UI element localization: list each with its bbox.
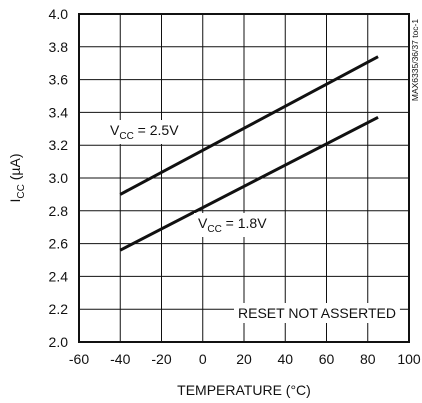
y-tick-label: 2.4 (49, 268, 69, 284)
y-tick-label: 2.0 (49, 334, 69, 350)
x-tick-label: 80 (360, 351, 376, 367)
series-line-2.5v (119, 55, 379, 196)
y-tick-label: 2.8 (49, 203, 69, 219)
y-tick-label: 4.0 (49, 6, 69, 22)
series-label-2.5v: VCC = 2.5V (110, 122, 179, 142)
x-tick-label: -60 (69, 351, 89, 367)
condition-label: RESET NOT ASSERTED (238, 305, 396, 321)
x-axis-title: TEMPERATURE (°C) (177, 382, 311, 398)
y-tick-label: 3.2 (49, 137, 69, 153)
series-group (119, 55, 379, 252)
series-line-1.8v (119, 115, 379, 252)
figure-code: MAX6335/36/37 toc-1 (410, 19, 420, 101)
y-tick-label: 2.2 (49, 301, 69, 317)
x-tick-label: -40 (110, 351, 130, 367)
y-tick-label: 3.0 (49, 170, 69, 186)
x-tick-label: 40 (277, 351, 293, 367)
series-label-bg-2.5v (106, 120, 184, 144)
series-label-bg-1.8v (194, 213, 272, 237)
y-axis-title: ICC (µA) (7, 154, 27, 203)
x-tick-label: 20 (236, 351, 252, 367)
series-label-1.8v: VCC = 1.8V (198, 215, 267, 235)
y-tick-label: 2.6 (49, 236, 69, 252)
x-tick-label: 0 (199, 351, 207, 367)
condition-label-bg (234, 303, 400, 323)
y-tick-label: 3.6 (49, 72, 69, 88)
tick-labels: -60 -40 -20 0 20 40 60 80 100 2.0 2.2 2.4 2.6 2.8 3.0 3… (49, 6, 421, 367)
x-tick-label: -20 (151, 351, 171, 367)
x-tick-label: 100 (397, 351, 421, 367)
y-tick-label: 3.8 (49, 39, 69, 55)
x-tick-label: 60 (319, 351, 335, 367)
y-tick-label: 3.4 (49, 104, 69, 120)
plot-frame (78, 13, 410, 343)
grid (79, 14, 409, 342)
